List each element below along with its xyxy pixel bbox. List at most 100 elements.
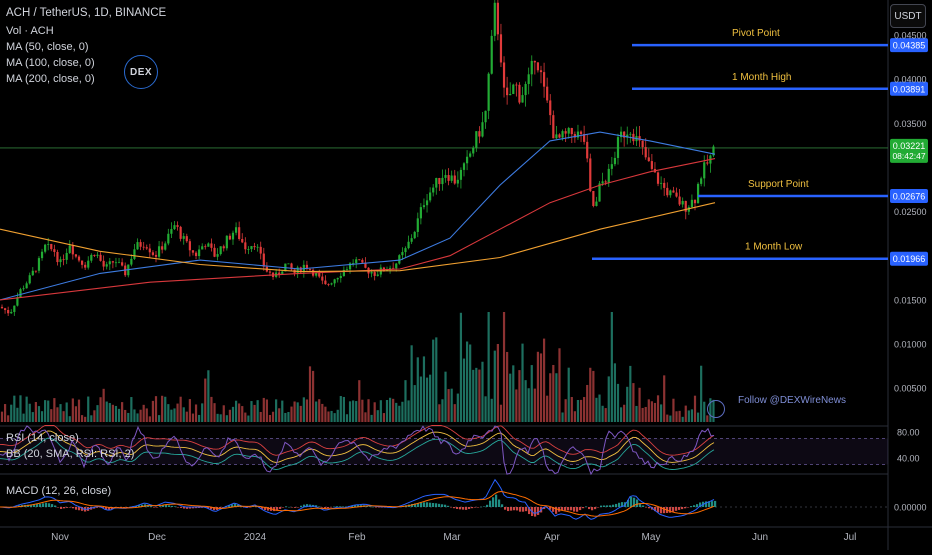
volume-bar <box>660 404 663 422</box>
candle-body <box>700 178 703 184</box>
volume-bar <box>225 415 228 422</box>
volume-bar <box>164 396 167 422</box>
volume-bar <box>401 401 404 422</box>
candle-body <box>31 270 34 276</box>
candle-body <box>148 248 151 253</box>
volume-bar <box>441 399 444 422</box>
macd-histogram-bar <box>231 504 234 507</box>
candle-body <box>87 260 90 268</box>
volume-bar <box>28 403 31 422</box>
candle-body <box>185 236 188 242</box>
volume-bar <box>142 404 145 422</box>
volume-bar <box>284 412 287 422</box>
currency-button[interactable]: USDT <box>890 4 926 28</box>
volume-bar <box>321 403 324 422</box>
candle-body <box>678 196 681 205</box>
volume-bar <box>626 386 629 422</box>
volume-bar <box>589 367 592 422</box>
candle-body <box>105 264 108 267</box>
volume-bar <box>151 400 155 422</box>
legend-ma200[interactable]: MA (200, close, 0) <box>6 73 95 85</box>
candle-body <box>7 310 10 314</box>
volume-bar <box>342 396 345 422</box>
legend-volume[interactable]: Vol · ACH <box>6 25 54 37</box>
candle-body <box>592 190 595 206</box>
candle-body <box>244 242 247 250</box>
candle-body <box>231 232 235 240</box>
macd-histogram-bar <box>633 497 636 507</box>
volume-bar <box>176 403 179 422</box>
macd-histogram-bar <box>369 506 372 507</box>
price-tick: 0.03500 <box>894 119 927 129</box>
volume-bar <box>318 399 321 422</box>
rsi-label[interactable]: RSI (14, close) <box>6 432 79 444</box>
volume-bar <box>666 414 669 422</box>
macd-histogram-bar <box>189 507 192 509</box>
candle-body <box>59 259 62 263</box>
volume-bar <box>465 341 469 422</box>
candle-body <box>669 190 672 196</box>
candle-body <box>586 141 589 159</box>
volume-bar <box>333 413 336 422</box>
candle-body <box>687 207 690 212</box>
macd-histogram-bar <box>456 507 459 510</box>
volume-bar <box>552 364 555 422</box>
macd-histogram-bar <box>450 507 453 508</box>
volume-bar <box>635 405 638 422</box>
candle-body <box>53 249 56 252</box>
macd-histogram-bar <box>582 507 585 509</box>
macd-histogram-bar <box>672 507 675 512</box>
macd-histogram-bar <box>78 507 81 511</box>
macd-histogram-bar <box>48 503 51 507</box>
volume-bar <box>521 343 524 422</box>
legend-ma100[interactable]: MA (100, close, 0) <box>6 57 95 69</box>
macd-histogram-bar <box>228 505 231 507</box>
volume-bar <box>19 395 22 422</box>
volume-bar <box>696 412 700 422</box>
macd-histogram-bar <box>690 506 693 507</box>
bb-label[interactable]: BB (20, SMA, RSI: RSI, 2) <box>6 448 135 460</box>
macd-label[interactable]: MACD (12, 26, close) <box>6 485 112 497</box>
candle-body <box>182 236 185 239</box>
candle-body <box>598 183 601 202</box>
candle-body <box>422 205 426 208</box>
volume-bar <box>410 345 413 422</box>
macd-histogram-bar <box>594 507 597 510</box>
volume-bar <box>265 399 268 422</box>
volume-bar <box>379 400 382 422</box>
volume-bar <box>222 405 225 422</box>
volume-bar <box>0 411 4 422</box>
legend-ma50[interactable]: MA (50, close, 0) <box>6 41 89 53</box>
rsi-tick: 80.00 <box>897 428 920 438</box>
volume-bar <box>290 406 293 422</box>
volume-bar <box>663 375 666 422</box>
macd-histogram-bar <box>375 507 378 508</box>
volume-bar <box>672 398 675 422</box>
candle-body <box>216 254 219 257</box>
macd-histogram-bar <box>381 507 384 508</box>
ma200-line <box>0 202 716 273</box>
volume-bar <box>450 388 453 422</box>
macd-histogram-bar <box>372 506 375 508</box>
volume-bar <box>262 397 265 422</box>
macd-histogram-bar <box>210 507 213 510</box>
candle-body <box>176 225 179 227</box>
candle-body <box>595 201 598 206</box>
candle-body <box>684 200 687 212</box>
macd-histogram-bar <box>525 507 528 512</box>
macd-histogram-bar <box>102 507 105 509</box>
candle-body <box>546 86 549 101</box>
volume-bar <box>475 367 478 422</box>
volume-bar <box>65 402 68 422</box>
chart-title: ACH / TetherUS, 1D, BINANCE <box>6 7 167 19</box>
macd-histogram-bar <box>675 507 678 511</box>
volume-bar <box>527 388 530 422</box>
candle-body <box>287 263 290 265</box>
volume-bar <box>487 312 490 422</box>
candle-body <box>324 280 327 285</box>
macd-histogram-bar <box>213 507 216 511</box>
candle-body <box>352 263 355 264</box>
volume-bar <box>561 412 564 422</box>
macd-histogram-bar <box>69 507 72 508</box>
